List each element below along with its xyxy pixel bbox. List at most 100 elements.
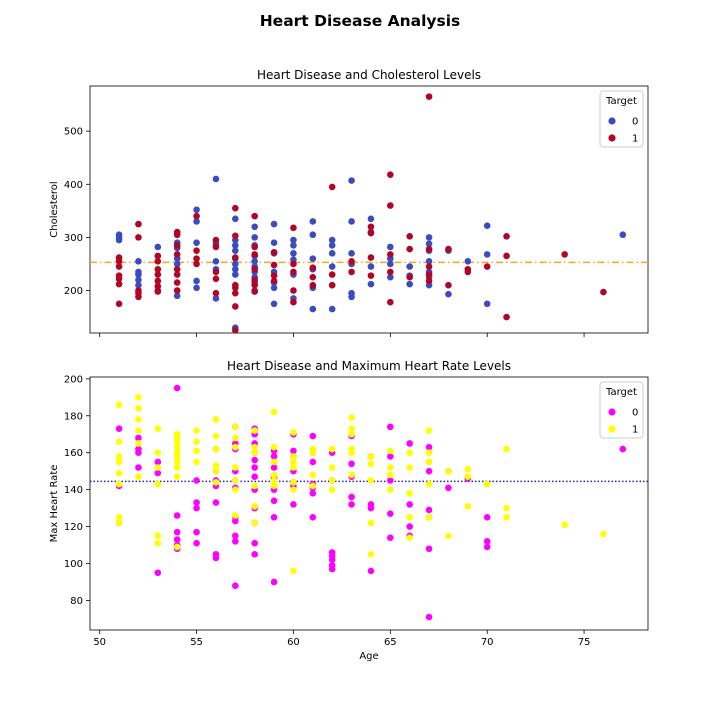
heart-rate-point-target-0 (406, 523, 413, 530)
heart-rate-point-target-0 (212, 550, 220, 558)
cholesterol-point-target-1 (503, 313, 510, 321)
heart-rate-point-target-1 (232, 477, 239, 484)
heart-rate-point-target-0 (193, 499, 200, 506)
cholesterol-point-target-1 (173, 279, 181, 286)
heart-rate-point-target-0 (406, 440, 413, 447)
heart-rate-point-target-0 (483, 514, 491, 521)
cholesterol-point-target-0 (270, 300, 278, 308)
cholesterol-point-target-0 (406, 280, 413, 288)
heart-rate-point-target-0 (290, 447, 297, 455)
heart-rate-point-target-1 (309, 445, 317, 453)
cholesterol-point-target-1 (212, 243, 220, 251)
cholesterol-point-target-0 (309, 218, 317, 225)
heart-rate-point-target-1 (561, 521, 568, 529)
cholesterol-point-target-1 (290, 287, 297, 294)
cholesterol-chart: Heart Disease and Cholesterol Levels Cho… (49, 68, 649, 337)
cholesterol-point-target-1 (173, 265, 181, 273)
heart-rate-point-target-1 (270, 458, 278, 466)
cholesterol-point-target-0 (251, 257, 258, 265)
cholesterol-point-target-1 (387, 268, 394, 276)
cholesterol-point-target-0 (135, 257, 142, 265)
heart-rate-x-tick-label: 60 (287, 637, 300, 648)
cholesterol-point-target-1 (115, 300, 123, 308)
heart-rate-legend-marker-1 (608, 425, 616, 433)
heart-rate-point-target-0 (154, 569, 162, 577)
heart-rate-point-target-1 (212, 462, 220, 469)
heart-rate-point-target-0 (348, 493, 355, 501)
cholesterol-point-target-1 (115, 254, 123, 261)
heart-rate-point-target-1 (270, 482, 278, 490)
cholesterol-point-target-0 (367, 215, 375, 223)
heart-rate-y-tick-label: 80 (70, 596, 83, 607)
heart-rate-point-target-0 (193, 528, 200, 536)
heart-rate-point-target-1 (270, 477, 278, 484)
heart-rate-point-target-1 (348, 425, 355, 433)
heart-rate-point-target-1 (212, 467, 220, 475)
heart-rate-point-target-1 (328, 486, 336, 493)
cholesterol-point-target-1 (193, 212, 200, 220)
heart-rate-point-target-0 (115, 425, 123, 433)
heart-rate-point-target-1 (115, 401, 123, 409)
cholesterol-point-target-0 (251, 223, 258, 231)
cholesterol-point-target-0 (173, 260, 181, 268)
cholesterol-point-target-0 (328, 242, 336, 249)
cholesterol-point-target-1 (425, 245, 433, 253)
heart-rate-point-target-1 (232, 443, 239, 451)
heart-rate-point-target-1 (251, 519, 258, 527)
cholesterol-point-target-1 (387, 298, 394, 306)
heart-rate-point-target-1 (154, 480, 162, 488)
heart-rate-point-target-0 (251, 473, 258, 481)
heart-rate-point-target-0 (154, 458, 162, 466)
heart-rate-x-tick-label: 70 (481, 637, 494, 648)
heart-rate-point-target-1 (387, 447, 394, 455)
cholesterol-point-target-0 (270, 284, 278, 292)
cholesterol-point-target-0 (483, 251, 491, 258)
cholesterol-point-target-1 (270, 277, 278, 285)
heart-rate-point-target-1 (173, 449, 181, 457)
heart-rate-point-target-0 (367, 567, 375, 575)
heart-rate-x-tick-label: 75 (578, 637, 591, 648)
cholesterol-point-target-1 (290, 260, 297, 268)
heart-rate-point-target-1 (212, 432, 220, 440)
heart-rate-point-target-1 (290, 429, 297, 436)
heart-rate-point-target-1 (309, 471, 317, 479)
heart-rate-point-target-1 (251, 482, 258, 490)
heart-rate-y-tick-label: 180 (64, 411, 83, 422)
cholesterol-point-target-1 (328, 271, 336, 278)
heart-rate-point-target-1 (464, 466, 472, 473)
heart-rate-point-target-0 (173, 512, 181, 519)
heart-rate-point-target-1 (328, 445, 336, 453)
cholesterol-point-target-1 (483, 263, 491, 270)
heart-rate-point-target-1 (115, 514, 123, 521)
cholesterol-point-target-1 (232, 254, 239, 261)
heart-rate-chart: Heart Disease and Maximum Heart Rate Lev… (49, 359, 649, 662)
cholesterol-point-target-1 (425, 271, 433, 278)
cholesterol-point-target-1 (309, 273, 317, 281)
cholesterol-y-tick-label: 500 (64, 127, 83, 138)
cholesterol-point-target-0 (445, 290, 452, 298)
heart-rate-point-target-0 (251, 539, 258, 547)
cholesterol-point-target-1 (367, 223, 375, 231)
heart-rate-point-target-1 (154, 532, 162, 540)
heart-rate-y-tick-label: 140 (64, 485, 83, 496)
cholesterol-point-target-1 (445, 245, 452, 253)
heart-rate-point-target-1 (290, 453, 297, 460)
figure-title: Heart Disease Analysis (260, 12, 461, 30)
cholesterol-point-target-0 (270, 220, 278, 228)
cholesterol-point-target-1 (367, 254, 375, 261)
heart-rate-legend-marker-0 (608, 408, 616, 416)
heart-rate-point-target-1 (425, 514, 433, 521)
cholesterol-point-target-1 (212, 289, 220, 297)
heart-rate-point-target-1 (115, 480, 123, 488)
cholesterol-legend-marker-1 (608, 134, 616, 142)
cholesterol-point-target-1 (445, 281, 452, 289)
cholesterol-point-target-0 (193, 277, 200, 285)
cholesterol-point-target-0 (193, 218, 200, 225)
heart-rate-point-target-0 (309, 458, 317, 466)
heart-rate-point-target-0 (173, 536, 181, 543)
heart-rate-point-target-1 (503, 514, 510, 521)
cholesterol-point-target-1 (290, 268, 297, 276)
heart-rate-point-target-0 (445, 484, 452, 492)
cholesterol-point-target-1 (348, 268, 355, 276)
cholesterol-point-target-1 (173, 287, 181, 294)
